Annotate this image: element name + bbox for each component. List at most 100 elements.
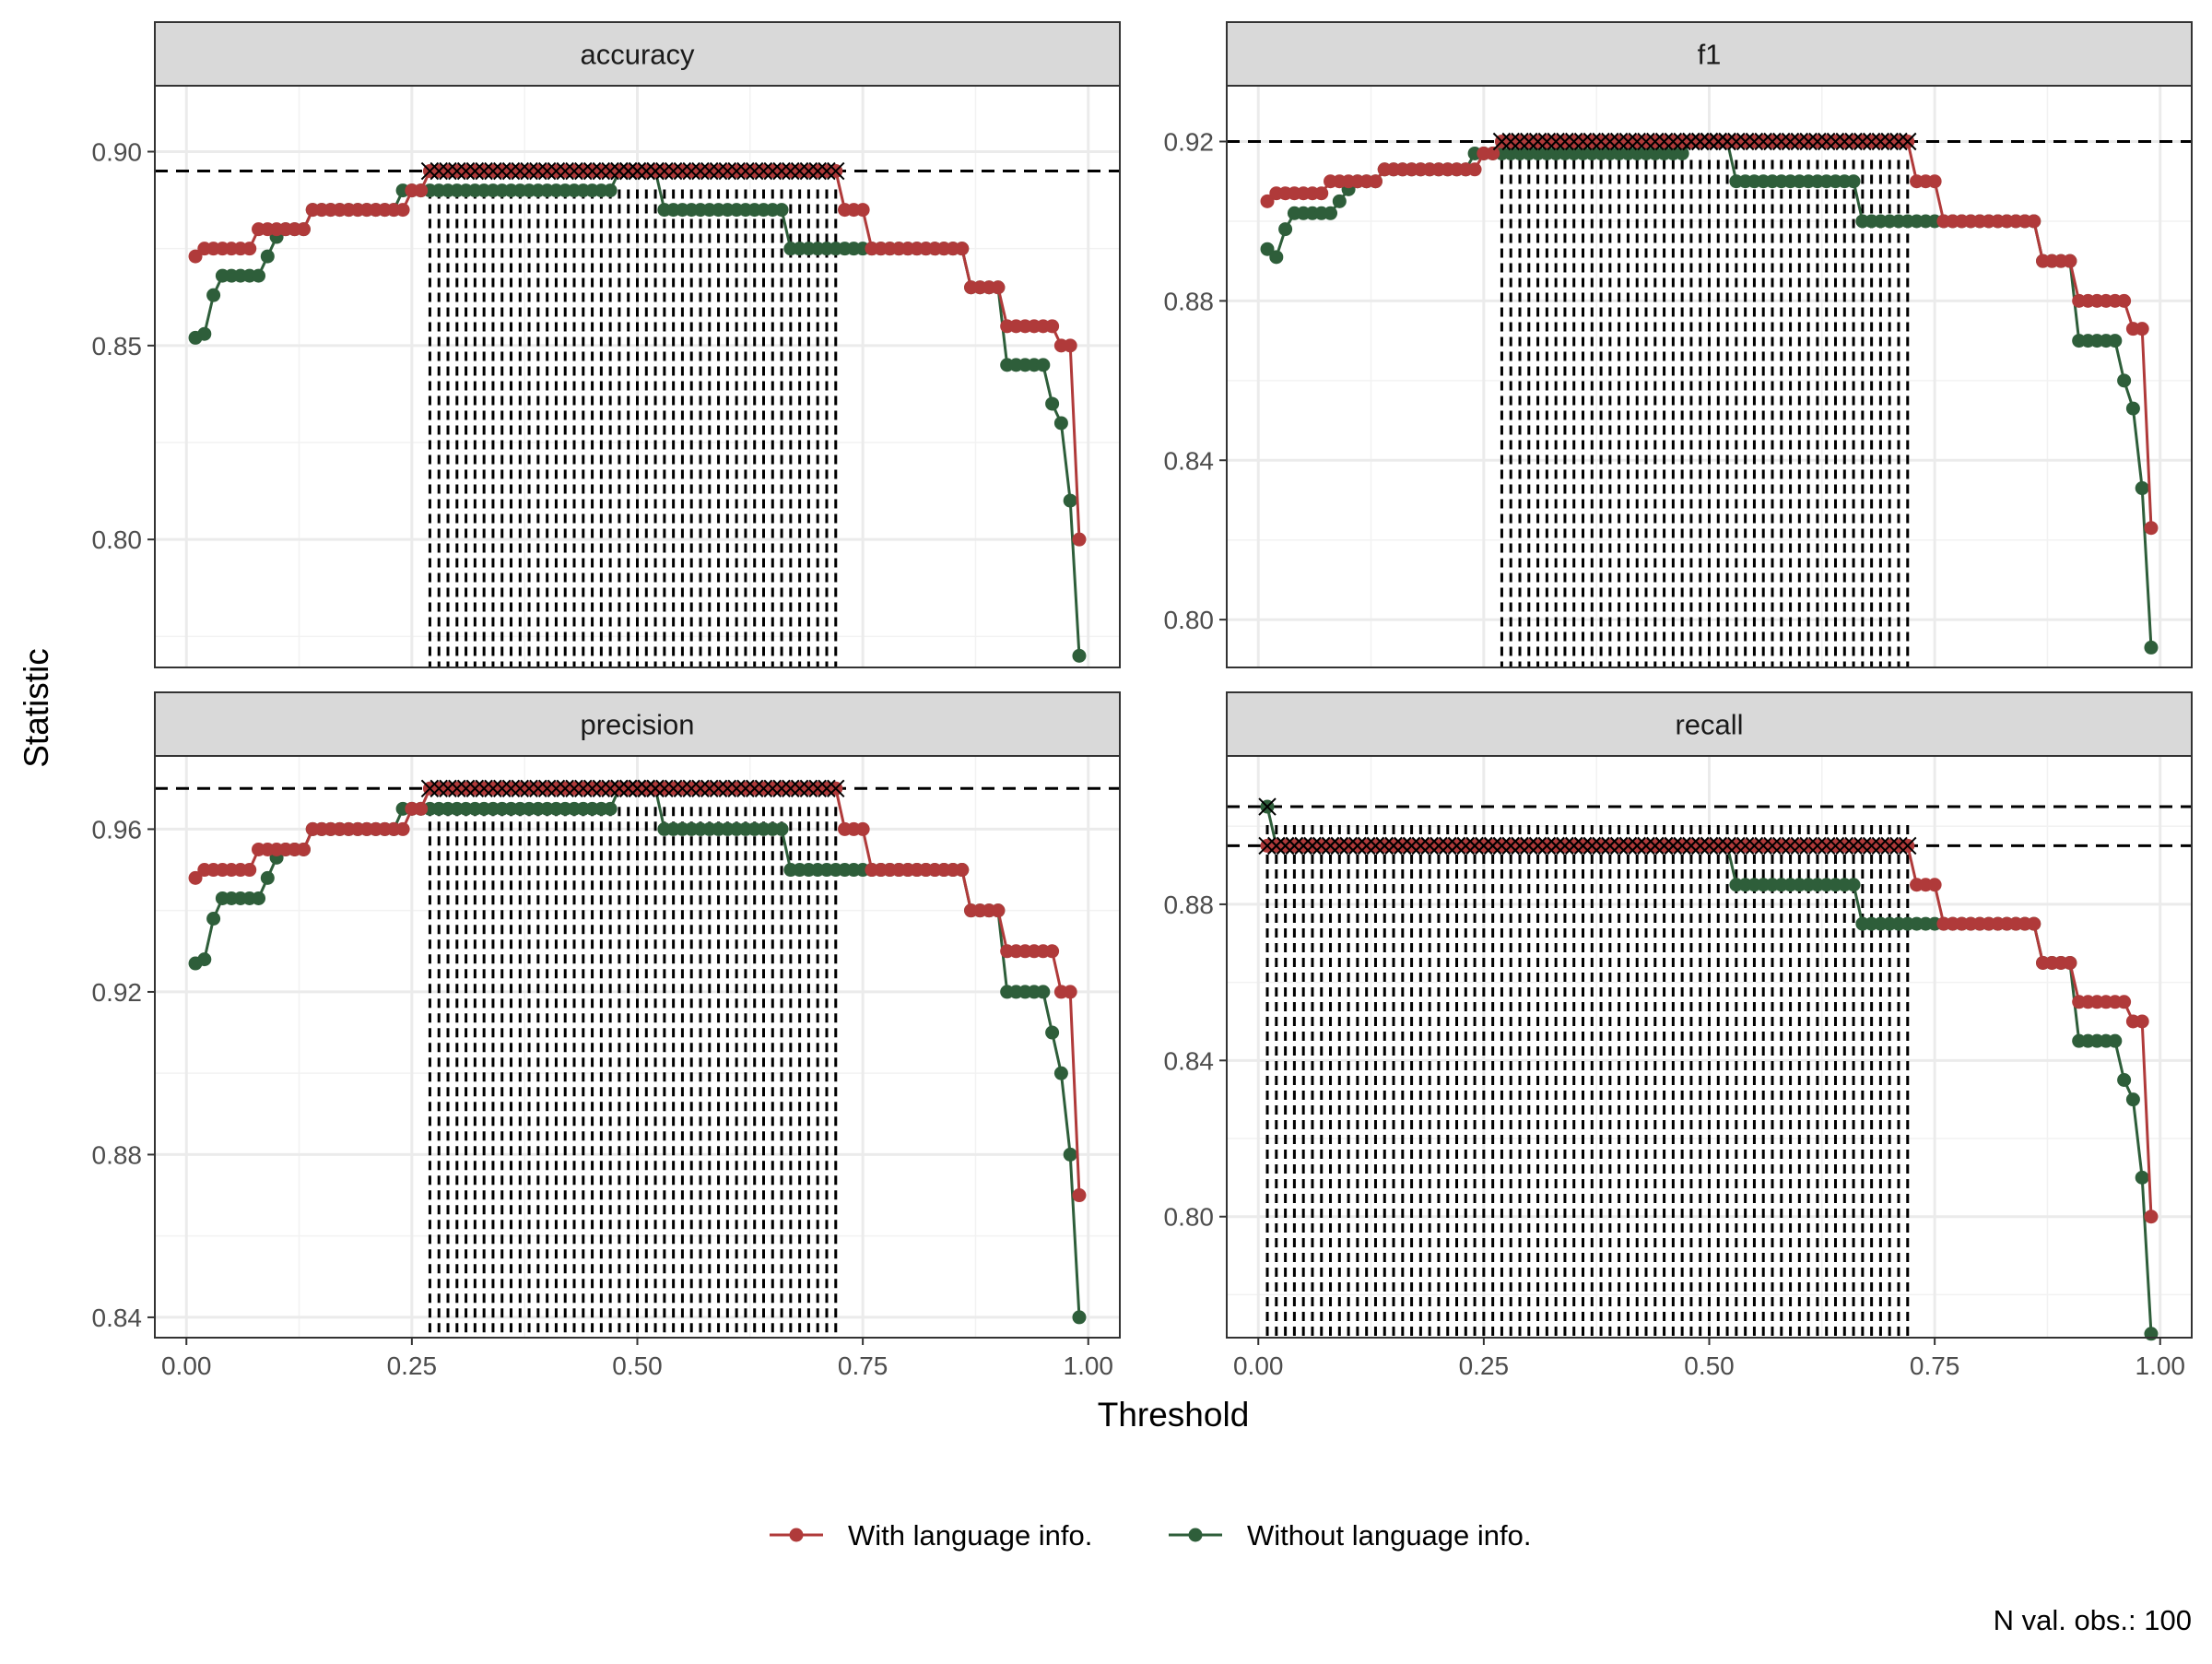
best-marker bbox=[1258, 836, 1277, 856]
best-marker bbox=[1430, 836, 1448, 856]
data-point bbox=[1314, 186, 1329, 201]
x-axis-title: Threshold bbox=[1098, 1396, 1250, 1434]
best-marker bbox=[1709, 132, 1727, 151]
facet-title: accuracy bbox=[580, 39, 695, 71]
data-point bbox=[2135, 1014, 2149, 1029]
y-tick-label: 0.88 bbox=[92, 1140, 143, 1169]
panel-border bbox=[154, 85, 1121, 668]
best-marker bbox=[1654, 132, 1674, 151]
data-point bbox=[260, 870, 275, 885]
data-point bbox=[2117, 995, 2132, 1009]
x-tick-label: 0.75 bbox=[1910, 1351, 1960, 1380]
best-marker bbox=[1475, 836, 1493, 856]
best-marker bbox=[592, 161, 611, 181]
best-marker bbox=[493, 779, 512, 798]
data-point bbox=[855, 821, 870, 836]
best-marker bbox=[1520, 132, 1538, 151]
y-tick-label: 0.90 bbox=[92, 138, 143, 167]
best-marker bbox=[1447, 836, 1466, 856]
best-marker bbox=[1862, 836, 1881, 856]
x-tick-label: 0.75 bbox=[838, 1351, 888, 1380]
best-marker bbox=[1646, 836, 1665, 856]
best-marker bbox=[709, 779, 728, 798]
best-marker bbox=[1862, 132, 1881, 151]
best-marker bbox=[1735, 132, 1755, 151]
best-marker bbox=[1556, 132, 1574, 151]
best-marker bbox=[673, 779, 692, 798]
best-marker bbox=[1880, 132, 1899, 151]
data-point bbox=[603, 183, 618, 198]
best-marker bbox=[1790, 836, 1809, 856]
y-tick-label: 0.80 bbox=[1164, 606, 1215, 634]
best-marker bbox=[1826, 132, 1845, 151]
best-marker bbox=[537, 161, 557, 181]
best-marker bbox=[655, 161, 674, 181]
best-marker bbox=[556, 779, 574, 798]
best-marker bbox=[1456, 836, 1476, 856]
best-marker bbox=[808, 161, 827, 181]
data-point bbox=[1260, 194, 1275, 208]
data-point bbox=[2144, 521, 2159, 536]
best-marker bbox=[727, 779, 746, 798]
best-marker bbox=[1700, 836, 1719, 856]
x-tick-label: 0.00 bbox=[161, 1351, 212, 1380]
data-point bbox=[2144, 1210, 2159, 1224]
data-point bbox=[1927, 174, 1942, 189]
data-point bbox=[603, 801, 618, 816]
best-marker bbox=[637, 779, 655, 798]
best-marker bbox=[1294, 836, 1312, 856]
data-point bbox=[260, 249, 275, 264]
best-marker bbox=[1637, 836, 1655, 856]
y-tick-label: 0.84 bbox=[1164, 1046, 1215, 1075]
data-point bbox=[991, 280, 1006, 295]
best-marker bbox=[655, 779, 674, 798]
best-marker bbox=[1718, 836, 1736, 856]
best-marker bbox=[1899, 132, 1917, 151]
best-marker bbox=[448, 161, 466, 181]
best-marker bbox=[493, 161, 512, 181]
best-marker bbox=[1818, 132, 1836, 151]
best-marker bbox=[1375, 836, 1394, 856]
best-marker bbox=[511, 161, 530, 181]
best-marker bbox=[1501, 132, 1520, 151]
data-point bbox=[1063, 493, 1077, 508]
best-marker bbox=[1808, 836, 1827, 856]
best-marker bbox=[420, 161, 440, 181]
best-marker bbox=[754, 779, 773, 798]
facet-strip bbox=[1226, 21, 2193, 87]
data-point bbox=[2027, 214, 2041, 229]
data-point bbox=[1269, 250, 1284, 265]
best-marker bbox=[1835, 132, 1853, 151]
y-tick-label: 0.85 bbox=[92, 332, 143, 360]
best-marker bbox=[1691, 836, 1710, 856]
legend: With language info. Without language info… bbox=[770, 1519, 1532, 1552]
caption: N val. obs.: 100 bbox=[1994, 1604, 2192, 1636]
best-marker bbox=[736, 779, 755, 798]
best-marker bbox=[1547, 836, 1565, 856]
x-tick-label: 0.25 bbox=[387, 1351, 438, 1380]
data-point bbox=[2135, 322, 2149, 336]
best-marker bbox=[1691, 132, 1710, 151]
best-marker bbox=[1835, 836, 1853, 856]
best-marker bbox=[1763, 132, 1782, 151]
best-marker bbox=[448, 779, 466, 798]
data-point bbox=[2144, 640, 2159, 655]
legend-label: Without language info. bbox=[1247, 1519, 1532, 1552]
data-point bbox=[395, 821, 410, 836]
best-marker bbox=[808, 779, 827, 798]
best-marker bbox=[484, 161, 502, 181]
best-marker bbox=[1267, 836, 1286, 856]
facet-strip bbox=[1226, 691, 2193, 757]
best-marker bbox=[709, 161, 728, 181]
data-point bbox=[991, 903, 1006, 918]
best-marker bbox=[673, 161, 692, 181]
best-marker bbox=[790, 161, 809, 181]
panel-accuracy: accuracy 0.80 0.85 0.90 bbox=[92, 21, 1121, 668]
data-point bbox=[2117, 373, 2132, 388]
data-point bbox=[206, 912, 221, 926]
data-point bbox=[2063, 254, 2077, 268]
best-marker bbox=[574, 161, 593, 181]
best-marker bbox=[799, 161, 818, 181]
data-point bbox=[1324, 206, 1338, 220]
